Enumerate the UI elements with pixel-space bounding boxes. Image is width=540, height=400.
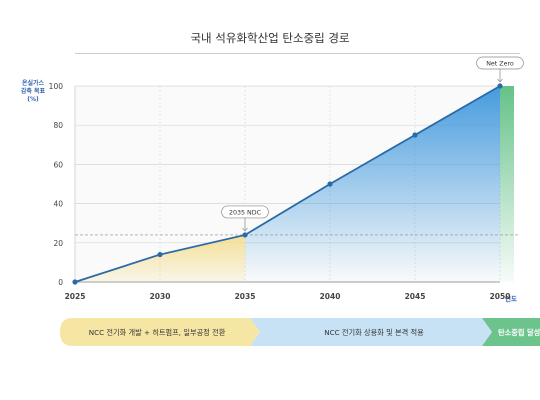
- data-point: [72, 279, 78, 285]
- y-tick-label: 80: [53, 121, 63, 130]
- y-tick-label: 100: [49, 82, 64, 91]
- x-axis-unit: 연도: [505, 295, 517, 303]
- y-axis-label-line-1: 온실가스: [21, 80, 45, 87]
- annotation-label: 2035 NDC: [229, 209, 262, 216]
- phase-label-1: NCC 전기화 개발 + 히트펌프, 일부공정 전환: [89, 328, 226, 337]
- line-layer: [72, 83, 503, 285]
- data-point: [497, 83, 503, 89]
- area-phase-2: [245, 86, 500, 282]
- y-axis-label-line-2: 감축 목표: [20, 88, 46, 95]
- data-point: [327, 181, 333, 187]
- title-divider: [75, 53, 520, 54]
- phase-label-3: 탄소중립 달성: [498, 328, 540, 337]
- annotation-label: Net Zero: [486, 61, 514, 68]
- chart-title: 국내 석유화학산업 탄소중립 경로: [190, 31, 350, 45]
- annotation-arrowhead: [497, 78, 503, 83]
- area-layer: [75, 86, 514, 282]
- series-line: [74, 85, 501, 283]
- x-tick-label: 2050: [490, 292, 511, 301]
- x-tick-label: 2025: [65, 292, 86, 301]
- y-tick-label: 60: [53, 160, 63, 169]
- area-phase-1: [75, 234, 245, 282]
- y-axis-label: 온실가스 감축 목표 (%): [8, 80, 58, 104]
- annotation-arrowhead: [242, 227, 248, 232]
- phase-segment-2: [250, 318, 492, 346]
- x-tick-label: 2030: [150, 292, 171, 301]
- y-tick-label: 40: [53, 200, 63, 209]
- y-tick-label: 0: [58, 278, 63, 287]
- y-tick-label: 20: [53, 239, 63, 248]
- x-tick-label: 2045: [405, 292, 426, 301]
- y-axis-label-line-3: (%): [27, 96, 39, 103]
- data-point: [242, 232, 248, 238]
- area-phase-3: [500, 86, 514, 282]
- phase-segment-3: [482, 318, 540, 346]
- phase-label-2: NCC 전기화 상용화 및 본격 적용: [324, 328, 424, 337]
- data-point: [157, 251, 163, 258]
- x-tick-label: 2040: [320, 292, 341, 301]
- phase-segment-1: [60, 318, 260, 346]
- x-tick-label: 2035: [235, 292, 256, 301]
- data-point: [412, 132, 418, 138]
